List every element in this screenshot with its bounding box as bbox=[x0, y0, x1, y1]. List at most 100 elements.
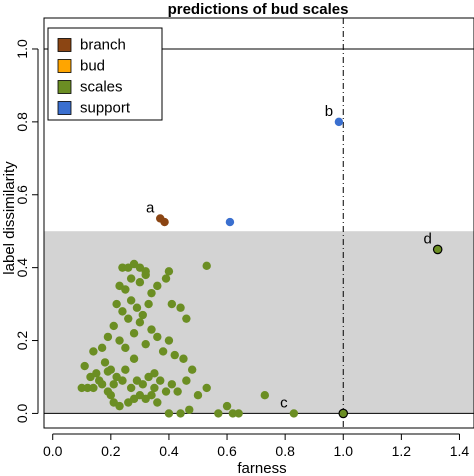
data-point-scales bbox=[92, 369, 101, 378]
x-tick-label: 0.2 bbox=[101, 443, 121, 459]
legend-label-bud: bud bbox=[80, 58, 105, 75]
data-point-scales bbox=[89, 383, 98, 393]
data-point-scales bbox=[109, 380, 118, 389]
data-point-scales bbox=[141, 267, 150, 276]
data-point-scales bbox=[260, 391, 270, 400]
data-point-scales bbox=[121, 285, 130, 294]
point-annotations: a b c d bbox=[146, 103, 432, 412]
data-point-scales bbox=[158, 347, 168, 356]
y-tick-label: 0.4 bbox=[14, 258, 30, 278]
data-point-scales bbox=[176, 409, 185, 418]
legend-label-branch: branch bbox=[80, 37, 126, 54]
data-point-scales bbox=[118, 263, 127, 272]
data-point-scales bbox=[147, 391, 156, 400]
data-point-scales bbox=[118, 376, 127, 385]
data-point-scales bbox=[124, 314, 133, 323]
x-tick-label: 0.6 bbox=[217, 443, 237, 459]
data-point-scales bbox=[289, 409, 299, 418]
data-point-scales bbox=[182, 376, 191, 385]
y-axis-title: label dissimilarity bbox=[1, 161, 18, 275]
legend-swatch-scales bbox=[57, 80, 72, 94]
data-point-scales bbox=[147, 288, 156, 298]
data-point-scales bbox=[126, 296, 136, 305]
data-point-scales bbox=[126, 383, 136, 393]
data-point-scales bbox=[182, 314, 191, 323]
annotation-b: b bbox=[325, 103, 333, 120]
highlight-ring bbox=[432, 244, 443, 255]
data-point-scales bbox=[164, 267, 174, 276]
data-point-scales bbox=[161, 387, 171, 396]
data-point-scales bbox=[115, 401, 124, 411]
data-point-scales bbox=[115, 336, 124, 345]
data-point-scales bbox=[126, 274, 136, 283]
data-point-scales bbox=[214, 409, 223, 418]
data-point-scales bbox=[132, 303, 142, 312]
data-point-scales bbox=[339, 409, 348, 418]
data-point-scales bbox=[164, 336, 174, 345]
data-point-scales bbox=[109, 321, 118, 331]
y-tick-label: 0.6 bbox=[14, 185, 30, 205]
y-axis: 0.0 0.2 0.4 0.6 0.8 1.0 bbox=[14, 39, 39, 423]
data-point-support bbox=[334, 117, 344, 127]
data-point-scales bbox=[141, 339, 150, 349]
data-point-scales bbox=[103, 367, 113, 376]
data-point-scales bbox=[164, 409, 174, 418]
data-point-scales bbox=[179, 354, 188, 363]
data-point-scales bbox=[97, 343, 107, 353]
data-point-scales bbox=[202, 383, 211, 393]
data-point-scales bbox=[138, 380, 147, 389]
x-tick-label: 0.4 bbox=[159, 443, 179, 459]
data-point-branch bbox=[160, 217, 169, 227]
data-point-scales bbox=[156, 376, 165, 385]
data-point-scales bbox=[138, 310, 147, 320]
annotation-a: a bbox=[146, 199, 155, 216]
data-point-scales bbox=[121, 365, 130, 374]
shaded-region bbox=[44, 231, 474, 414]
annotation-d: d bbox=[424, 230, 432, 247]
data-point-scales bbox=[129, 329, 139, 338]
x-tick-label: 1.4 bbox=[450, 443, 470, 459]
data-point-scales bbox=[202, 261, 211, 271]
data-point-scales bbox=[135, 278, 145, 287]
data-point-scales bbox=[187, 365, 197, 374]
highlight-ring bbox=[338, 408, 349, 419]
data-point-scales bbox=[167, 380, 177, 389]
data-point-scales bbox=[167, 299, 177, 309]
legend-swatch-branch bbox=[57, 38, 72, 52]
chart-title: predictions of bud scales bbox=[168, 1, 349, 18]
y-tick-label: 0.8 bbox=[14, 112, 30, 132]
x-tick-label: 1.0 bbox=[334, 443, 354, 459]
data-point-scales bbox=[161, 274, 171, 283]
data-point-scales bbox=[176, 303, 185, 312]
data-point-scales bbox=[106, 391, 116, 400]
data-points bbox=[77, 117, 443, 419]
data-point-scales bbox=[193, 391, 203, 400]
data-point-scales bbox=[228, 409, 238, 418]
data-point-scales bbox=[118, 307, 127, 316]
x-tick-label: 0.0 bbox=[43, 443, 63, 459]
data-point-scales bbox=[150, 369, 159, 378]
data-point-scales bbox=[100, 358, 110, 367]
legend-swatch-bud bbox=[57, 59, 72, 73]
annotation-c: c bbox=[280, 394, 288, 411]
data-point-scales bbox=[83, 383, 92, 393]
data-point-scales bbox=[222, 401, 232, 411]
data-point-support bbox=[225, 217, 235, 227]
data-point-scales bbox=[153, 281, 162, 291]
x-axis-title: farness bbox=[237, 460, 286, 476]
data-point-scales bbox=[234, 409, 243, 418]
data-point-scales bbox=[80, 361, 89, 371]
data-point-scales bbox=[89, 347, 98, 356]
legend: branch bud scales support bbox=[47, 27, 163, 121]
legend-label-scales: scales bbox=[80, 79, 123, 96]
data-point-scales bbox=[153, 332, 162, 342]
y-tick-label: 0.0 bbox=[14, 403, 30, 423]
y-tick-label: 0.2 bbox=[14, 331, 30, 351]
x-tick-label: 1.2 bbox=[392, 443, 412, 459]
data-point-scales bbox=[150, 383, 159, 393]
data-point-scales bbox=[433, 245, 442, 254]
data-point-scales bbox=[173, 387, 182, 396]
data-point-scales bbox=[112, 299, 121, 309]
data-point-scales bbox=[121, 343, 130, 353]
